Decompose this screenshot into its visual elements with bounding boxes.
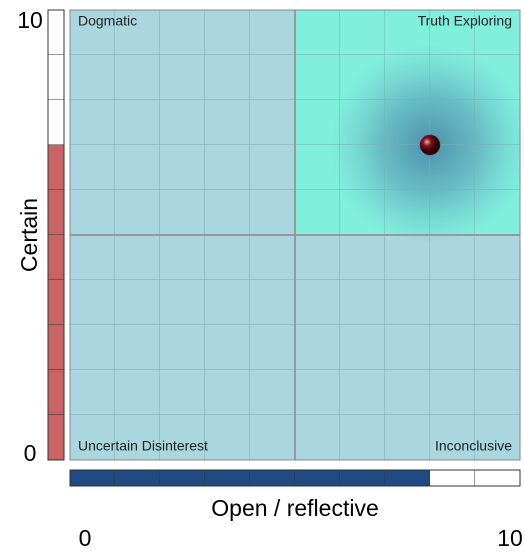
- x-axis-label: Open / reflective: [211, 495, 378, 521]
- quadrant-label: Uncertain Disinterest: [78, 438, 208, 454]
- y-tick-label: 0: [24, 440, 37, 466]
- quadrant-label: Inconclusive: [435, 438, 512, 454]
- quadrant-label: Dogmatic: [78, 13, 137, 29]
- x-tick-label: 0: [79, 525, 92, 551]
- quadrant-label: Truth Exploring: [418, 13, 512, 29]
- y-bar-cells: [47, 9, 65, 461]
- x-tick-label: 10: [497, 525, 523, 551]
- y-axis-label: Certain: [16, 198, 42, 272]
- x-bar-cells: [69, 469, 521, 487]
- y-tick-label: 10: [17, 7, 43, 33]
- plot-border: [69, 9, 521, 461]
- point: [419, 134, 441, 156]
